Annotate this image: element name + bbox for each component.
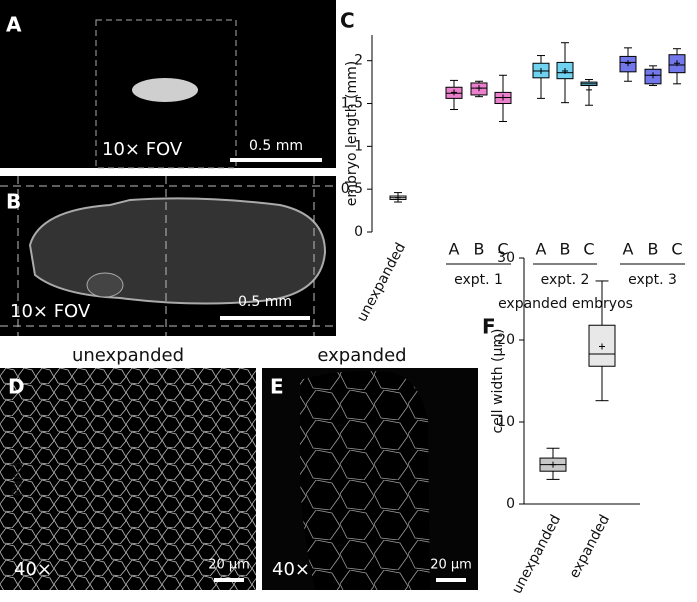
mean bbox=[599, 343, 605, 350]
group-label: expt. 1 bbox=[454, 272, 503, 288]
panel-label: F bbox=[482, 315, 496, 339]
x-tick-label: A bbox=[623, 240, 634, 259]
embryo bbox=[28, 197, 327, 305]
y-tick-label: 30 bbox=[497, 250, 515, 266]
embryo-fragment bbox=[86, 272, 124, 298]
y-tick-label: 20 bbox=[497, 332, 515, 348]
mean bbox=[538, 67, 544, 74]
mean bbox=[500, 94, 506, 101]
mean bbox=[562, 67, 568, 74]
group-label: expt. 2 bbox=[541, 272, 590, 288]
embryo bbox=[132, 78, 198, 102]
x-tick-label: unexpanded bbox=[354, 240, 409, 324]
group-label: expt. 3 bbox=[628, 272, 677, 288]
y-tick-label: 0.5 bbox=[341, 181, 363, 197]
mean bbox=[650, 72, 656, 79]
x-tick-label: unexpanded bbox=[509, 512, 564, 596]
scale-label: 0.5 mm bbox=[249, 138, 303, 154]
y-tick-label: 0 bbox=[354, 224, 363, 240]
x-tick-label: B bbox=[648, 240, 659, 259]
y-tick-label: 0 bbox=[506, 496, 515, 512]
mean bbox=[550, 461, 556, 468]
panel-label: D bbox=[8, 375, 25, 399]
panel-label: E bbox=[270, 375, 284, 399]
panel-title: unexpanded bbox=[72, 345, 184, 366]
tissue bbox=[300, 371, 430, 590]
panel-label: A bbox=[6, 13, 22, 37]
fov-box bbox=[95, 19, 237, 169]
magnification: 40× bbox=[14, 559, 52, 580]
fov-label: 10× FOV bbox=[102, 139, 183, 160]
mean bbox=[625, 60, 631, 67]
x-tick-label: expanded bbox=[566, 512, 613, 581]
fov-grid bbox=[0, 176, 336, 336]
y-tick-label: 1.5 bbox=[341, 96, 363, 112]
y-tick-label: 1 bbox=[354, 138, 363, 154]
image-d bbox=[0, 368, 256, 590]
x-tick-label: C bbox=[497, 240, 508, 259]
group-axis-label: expanded embryos bbox=[498, 296, 633, 312]
x-tick-label: B bbox=[560, 240, 571, 259]
scale-label: 20 µm bbox=[208, 558, 250, 573]
panel-title: expanded bbox=[317, 345, 406, 366]
y-tick-label: 10 bbox=[497, 414, 515, 430]
x-tick-label: C bbox=[583, 240, 594, 259]
magnification: 40× bbox=[272, 559, 310, 580]
fov-label: 10× FOV bbox=[10, 301, 91, 322]
mean bbox=[476, 85, 482, 92]
x-tick-label: C bbox=[671, 240, 682, 259]
panel-label: C bbox=[340, 9, 355, 33]
x-tick-label: B bbox=[474, 240, 485, 259]
mean bbox=[586, 86, 592, 93]
panel-label: B bbox=[6, 190, 21, 214]
stain-label: Par-3 bbox=[10, 461, 26, 496]
x-tick-label: A bbox=[536, 240, 547, 259]
scale-label: 0.5 mm bbox=[238, 294, 292, 310]
y-tick-label: 2 bbox=[354, 53, 363, 69]
y-axis-label: cell width (µm) bbox=[490, 328, 506, 433]
mean bbox=[395, 194, 401, 201]
scale-label: 20 µm bbox=[430, 558, 472, 573]
x-tick-label: A bbox=[449, 240, 460, 259]
mean bbox=[451, 89, 457, 96]
mean bbox=[674, 60, 680, 67]
y-axis-label: embryo length (mm) bbox=[344, 61, 360, 206]
